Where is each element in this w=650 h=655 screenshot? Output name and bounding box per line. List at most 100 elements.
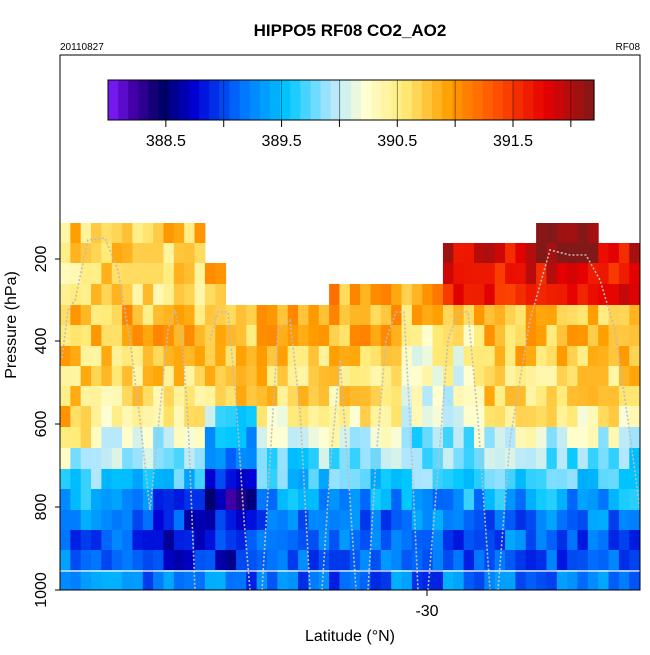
heatmap-cell <box>536 427 547 449</box>
heatmap-cell <box>111 570 123 591</box>
heatmap-cell <box>91 366 102 387</box>
heatmap-cell <box>215 284 227 306</box>
heatmap-cell <box>142 325 154 347</box>
heatmap-cell <box>153 243 164 264</box>
colorbar-segment <box>533 80 544 120</box>
heatmap-cell <box>184 406 196 428</box>
heatmap-cell <box>70 489 82 511</box>
heatmap-cell <box>411 510 423 531</box>
heatmap-cell <box>484 325 496 347</box>
heatmap-cell <box>101 305 113 326</box>
heatmap-cell <box>556 305 568 326</box>
heatmap-cell <box>349 325 361 347</box>
heatmap-cell <box>525 510 537 531</box>
heatmap-cell <box>349 489 361 511</box>
heatmap-cell <box>80 550 92 571</box>
heatmap-cell <box>101 346 113 367</box>
heatmap-cell <box>494 448 506 470</box>
heatmap-cell <box>132 325 144 347</box>
heatmap-cell <box>318 406 330 428</box>
heatmap-cell <box>80 489 92 511</box>
y-tick-label: 800 <box>33 494 50 521</box>
heatmap-cell <box>91 243 102 264</box>
heatmap-cell <box>401 530 413 551</box>
heatmap-cell <box>598 489 610 511</box>
heatmap-cell <box>515 263 527 285</box>
heatmap-cell <box>432 510 444 531</box>
heatmap-cell <box>598 570 610 591</box>
colorbar-segment <box>573 80 585 120</box>
heatmap-cell <box>598 305 610 326</box>
heatmap-cell <box>184 469 196 490</box>
chart-title: HIPPO5 RF08 CO2_AO2 <box>254 21 447 40</box>
colorbar-segment <box>351 80 362 120</box>
heatmap-cell <box>453 346 465 367</box>
heatmap-cell <box>153 550 164 571</box>
heatmap-cell <box>225 510 237 531</box>
heatmap-cell <box>629 448 641 470</box>
heatmap-cell <box>277 530 289 551</box>
heatmap-cell <box>567 305 578 326</box>
heatmap-cell <box>494 570 506 591</box>
heatmap-cell <box>546 406 558 428</box>
heatmap-cell <box>70 346 82 367</box>
heatmap-cell <box>598 550 610 571</box>
heatmap-cell <box>308 550 320 571</box>
heatmap-cell <box>153 469 164 490</box>
heatmap-cell <box>91 305 102 326</box>
heatmap-cell <box>577 489 589 511</box>
heatmap-cell <box>411 448 423 470</box>
heatmap-cell <box>142 366 154 387</box>
heatmap-cell <box>80 325 92 347</box>
heatmap-cell <box>339 448 351 470</box>
heatmap-cell <box>608 263 620 285</box>
plot-frame <box>59 54 641 591</box>
heatmap-cell <box>339 366 351 387</box>
heatmap-cell <box>505 550 516 571</box>
heatmap-cell <box>567 386 578 407</box>
heatmap-cell <box>391 386 403 407</box>
heatmap-cell <box>287 550 299 571</box>
heatmap-cell <box>618 366 630 387</box>
colorbar-segment <box>462 80 474 120</box>
heatmap-cell <box>339 530 351 551</box>
heatmap-cell <box>339 305 351 326</box>
heatmap-cell <box>173 427 185 449</box>
heatmap-cell <box>287 346 299 367</box>
heatmap-cell <box>391 510 403 531</box>
heatmap-cell <box>463 530 475 551</box>
heatmap-cell <box>318 448 330 470</box>
heatmap-cell <box>546 386 558 407</box>
heatmap-cell <box>494 305 506 326</box>
heatmap-cell <box>453 448 465 470</box>
heatmap-cell <box>267 469 278 490</box>
heatmap-cell <box>101 427 113 449</box>
heatmap-cell <box>142 570 154 591</box>
heatmap-cell <box>101 243 113 264</box>
heatmap-cell <box>349 510 361 531</box>
heatmap-cell <box>235 530 247 551</box>
heatmap-cell <box>360 448 371 470</box>
heatmap-cell <box>277 448 289 470</box>
heatmap-cell <box>111 386 123 407</box>
heatmap-cell <box>173 530 185 551</box>
heatmap-cell <box>536 448 547 470</box>
heatmap-cell <box>442 284 454 306</box>
heatmap-cell <box>184 448 196 470</box>
heatmap-cell <box>194 550 206 571</box>
heatmap-cell <box>474 263 485 285</box>
heatmap-cell <box>598 427 610 449</box>
heatmap-cell <box>442 243 454 264</box>
heatmap-cell <box>463 469 475 490</box>
heatmap-cell <box>111 305 123 326</box>
heatmap-cell <box>391 284 403 306</box>
heatmap-cell <box>587 550 599 571</box>
heatmap-cell <box>422 530 434 551</box>
heatmap-cell <box>463 489 475 511</box>
heatmap-cell <box>339 510 351 531</box>
heatmap-cell <box>111 284 123 306</box>
heatmap-cell <box>577 469 589 490</box>
heatmap-cell <box>60 243 71 264</box>
heatmap-cell <box>484 550 496 571</box>
colorbar-segment <box>118 80 129 120</box>
